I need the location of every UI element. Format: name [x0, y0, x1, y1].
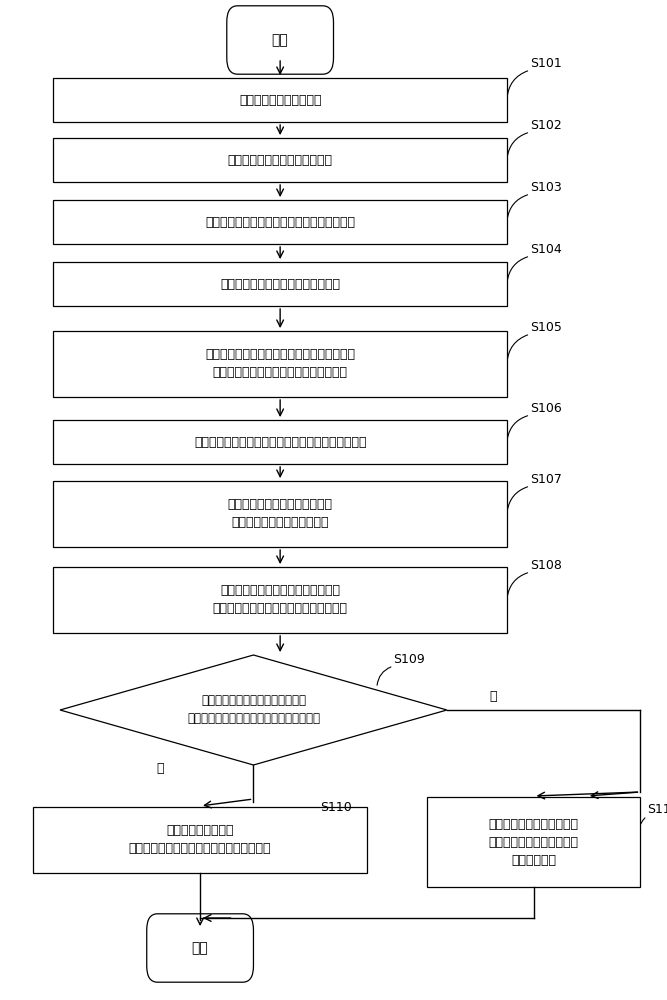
- Text: S107: S107: [530, 473, 562, 486]
- Text: S104: S104: [530, 243, 562, 256]
- FancyBboxPatch shape: [427, 797, 640, 887]
- FancyBboxPatch shape: [53, 262, 507, 306]
- Text: S102: S102: [530, 119, 562, 132]
- FancyBboxPatch shape: [227, 6, 334, 74]
- Text: 获取委托单位选定的受托单位，生成委托合同: 获取委托单位选定的受托单位，生成委托合同: [205, 216, 355, 229]
- Polygon shape: [60, 655, 447, 765]
- Text: S103: S103: [530, 181, 562, 194]
- Text: 向受托单位发送拒收通知，
或者向受托单位发送预警报
告以通知整改: 向受托单位发送拒收通知， 或者向受托单位发送预警报 告以通知整改: [489, 818, 578, 866]
- FancyBboxPatch shape: [53, 331, 507, 397]
- FancyBboxPatch shape: [53, 420, 507, 464]
- Text: 开始: 开始: [271, 33, 289, 47]
- FancyBboxPatch shape: [53, 567, 507, 633]
- FancyBboxPatch shape: [33, 807, 367, 873]
- Text: 在获取到所述受托单位回传的确认信息之后，
获取所述委托单位的种植计划和收购标准: 在获取到所述受托单位回传的确认信息之后， 获取所述委托单位的种植计划和收购标准: [205, 349, 355, 379]
- Text: S109: S109: [394, 653, 426, 666]
- Text: S108: S108: [530, 559, 562, 572]
- Text: S111: S111: [647, 803, 667, 816]
- Text: 是: 是: [156, 762, 164, 774]
- Text: S105: S105: [530, 321, 562, 334]
- FancyBboxPatch shape: [147, 914, 253, 982]
- Text: 获取所述委托单位的技术指导方案，
将所述技术指导方案发送给所述受托单位: 获取所述委托单位的技术指导方案， 将所述技术指导方案发送给所述受托单位: [213, 584, 348, 615]
- FancyBboxPatch shape: [53, 78, 507, 122]
- Text: 获取委托单位的种植需求: 获取委托单位的种植需求: [239, 94, 321, 106]
- Text: S101: S101: [530, 57, 562, 70]
- Text: 否: 否: [490, 690, 498, 702]
- Text: S110: S110: [320, 801, 352, 814]
- Text: 监控受托单位的作物种植情况，
并将种植情况发送至委托单位: 监控受托单位的作物种植情况， 并将种植情况发送至委托单位: [227, 498, 333, 530]
- Text: 将所述种植计划和所述收购标准发送给所述受托单位: 将所述种植计划和所述收购标准发送给所述受托单位: [194, 436, 366, 448]
- Text: 结束: 结束: [191, 941, 209, 955]
- Text: 当获取到受托单位的采收通知时，
判断受托单位的种植成果是否达到收购标准: 当获取到受托单位的采收通知时， 判断受托单位的种植成果是否达到收购标准: [187, 694, 320, 726]
- FancyBboxPatch shape: [53, 481, 507, 547]
- Text: 根据种植需求匹配适格受托单位: 根据种植需求匹配适格受托单位: [227, 153, 333, 166]
- Text: S106: S106: [530, 402, 562, 415]
- Text: 生成采收数据报表；
根据采收数据报表对受托单位进行等级评定: 生成采收数据报表； 根据采收数据报表对受托单位进行等级评定: [129, 824, 271, 856]
- FancyBboxPatch shape: [53, 138, 507, 182]
- Text: 将所述委托合同发送给所述受托单位: 将所述委托合同发送给所述受托单位: [220, 277, 340, 290]
- FancyBboxPatch shape: [53, 200, 507, 244]
